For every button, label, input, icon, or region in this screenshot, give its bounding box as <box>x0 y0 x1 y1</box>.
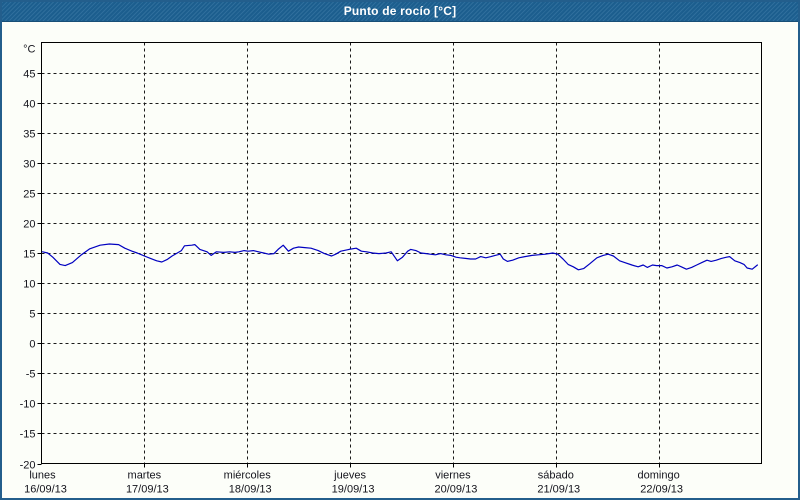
x-day-label: miércoles <box>224 470 272 482</box>
plot-border <box>41 42 762 464</box>
x-day-label: jueves <box>333 470 366 482</box>
data-line <box>41 243 759 271</box>
y-unit-label: °C <box>23 44 35 56</box>
x-date-label: 17/09/13 <box>126 484 169 496</box>
y-tick-label: 30 <box>23 159 35 171</box>
y-tick-label: -20 <box>20 460 36 472</box>
title-bar: Punto de rocío [°C] <box>2 2 798 22</box>
y-tick-label: 5 <box>29 309 35 321</box>
y-tick-label: 0 <box>29 339 35 351</box>
x-date-label: 21/09/13 <box>537 484 580 496</box>
x-date-label: 22/09/13 <box>640 484 683 496</box>
x-date-label: 18/09/13 <box>229 484 272 496</box>
y-tick-label: 25 <box>23 189 35 201</box>
y-tick-label: 40 <box>23 99 35 111</box>
x-day-label: lunes <box>29 470 56 482</box>
x-day-label: domingo <box>638 470 680 482</box>
y-tick-label: 15 <box>23 249 35 261</box>
x-date-label: 19/09/13 <box>332 484 375 496</box>
y-tick-label: 10 <box>23 279 35 291</box>
x-day-label: sábado <box>538 470 574 482</box>
y-tick-label: -15 <box>20 429 36 441</box>
x-day-label: viernes <box>435 470 471 482</box>
x-date-label: 20/09/13 <box>435 484 478 496</box>
y-tick-label: -10 <box>20 399 36 411</box>
chart-title: Punto de rocío [°C] <box>343 4 457 18</box>
x-date-label: 16/09/13 <box>24 484 67 496</box>
y-tick-label: 35 <box>23 129 35 141</box>
x-day-label: martes <box>128 470 162 482</box>
y-tick-label: 45 <box>23 69 35 81</box>
y-tick-label: 20 <box>23 219 35 231</box>
y-tick-label: -5 <box>26 369 36 381</box>
